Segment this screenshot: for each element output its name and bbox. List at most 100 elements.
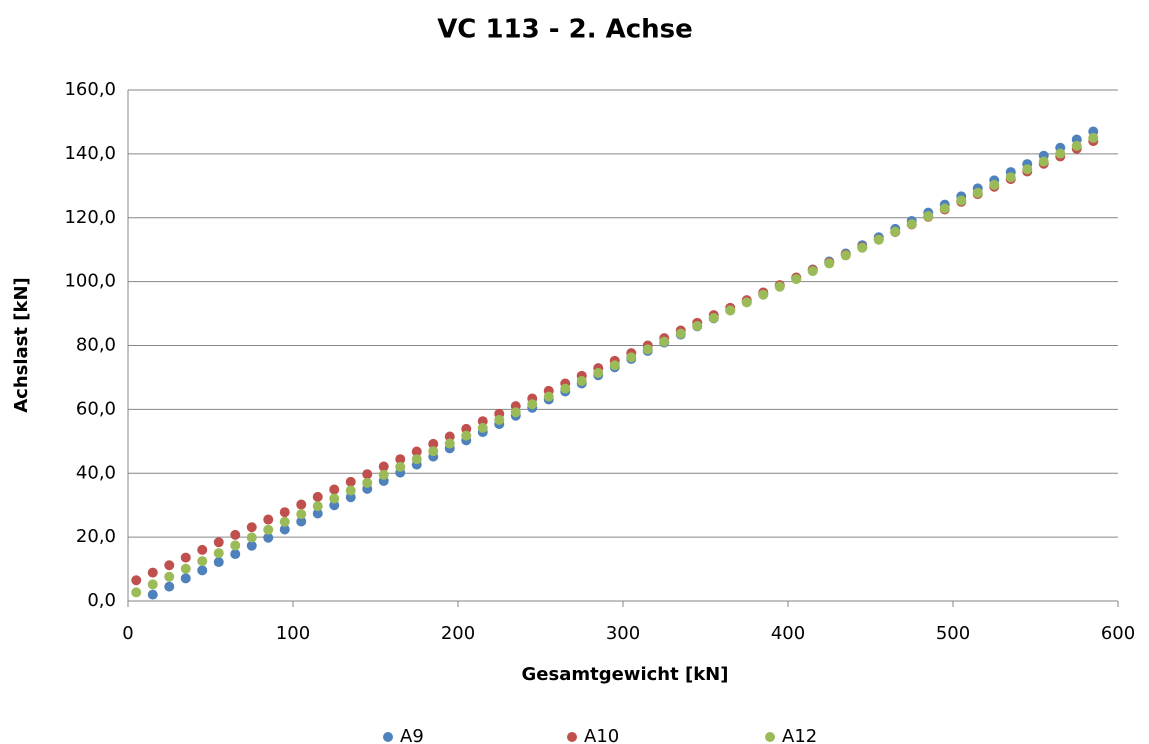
point — [807, 266, 818, 277]
point — [642, 344, 653, 355]
point — [180, 563, 191, 574]
point — [708, 313, 719, 324]
x-tick-label: 600 — [1101, 623, 1135, 644]
point — [527, 399, 538, 410]
point — [279, 507, 290, 518]
legend-label: A12 — [782, 726, 817, 744]
point — [461, 430, 472, 441]
point — [147, 589, 158, 600]
point — [576, 375, 587, 386]
point — [395, 454, 406, 465]
point — [296, 499, 307, 510]
point — [411, 454, 422, 465]
point — [329, 493, 340, 504]
point — [131, 587, 142, 598]
point — [329, 484, 340, 495]
point — [296, 516, 307, 527]
y-tick-label: 100,0 — [64, 271, 116, 292]
point — [131, 575, 142, 586]
point — [1038, 156, 1049, 167]
point — [692, 321, 703, 332]
point — [972, 187, 983, 198]
point — [164, 581, 175, 592]
point — [213, 557, 224, 568]
point — [1088, 132, 1099, 143]
point — [989, 179, 1000, 190]
point — [758, 289, 769, 300]
point — [197, 565, 208, 576]
point — [230, 529, 241, 540]
point — [593, 367, 604, 378]
x-tick-label: 300 — [606, 623, 640, 644]
point — [741, 297, 752, 308]
point — [246, 540, 257, 551]
point — [923, 211, 934, 222]
point — [279, 524, 290, 535]
point — [180, 573, 191, 584]
legend-marker — [765, 732, 775, 742]
point — [279, 516, 290, 527]
point — [263, 524, 274, 535]
point — [560, 383, 571, 394]
point — [824, 258, 835, 269]
x-tick-label: 500 — [936, 623, 970, 644]
point — [213, 537, 224, 548]
legend-marker — [383, 732, 393, 742]
point — [494, 414, 505, 425]
point — [147, 567, 158, 578]
point — [411, 446, 422, 457]
point — [939, 203, 950, 214]
y-tick-label: 140,0 — [64, 143, 116, 164]
point — [312, 501, 323, 512]
point — [296, 509, 307, 520]
point — [873, 234, 884, 245]
point — [1022, 164, 1033, 175]
point — [362, 477, 373, 488]
x-axis-label: Gesamtgewicht [kN] — [522, 664, 729, 685]
point — [510, 407, 521, 418]
point — [956, 195, 967, 206]
point — [428, 446, 439, 457]
point — [230, 540, 241, 551]
point — [857, 242, 868, 253]
point — [180, 552, 191, 563]
point — [395, 461, 406, 472]
legend-marker — [567, 732, 577, 742]
point — [659, 336, 670, 347]
point — [230, 549, 241, 560]
point — [840, 250, 851, 261]
point — [774, 281, 785, 292]
legend-label: A9 — [400, 726, 424, 744]
x-tick-label: 400 — [771, 623, 805, 644]
point — [444, 438, 455, 449]
y-tick-label: 60,0 — [76, 398, 116, 419]
x-tick-label: 0 — [122, 623, 133, 644]
point — [147, 579, 158, 590]
point — [378, 469, 389, 480]
legend-label: A10 — [584, 726, 619, 744]
point — [263, 514, 274, 525]
point — [246, 522, 257, 533]
point — [725, 305, 736, 316]
y-tick-label: 160,0 — [64, 79, 116, 100]
point — [477, 422, 488, 433]
point — [890, 226, 901, 237]
point — [312, 491, 323, 502]
point — [164, 571, 175, 582]
point — [1005, 172, 1016, 183]
point — [263, 532, 274, 543]
point — [362, 469, 373, 480]
point — [246, 532, 257, 543]
point — [345, 476, 356, 487]
point — [345, 485, 356, 496]
point — [543, 391, 554, 402]
point — [1055, 148, 1066, 159]
point — [197, 544, 208, 555]
point — [213, 548, 224, 559]
point — [609, 360, 620, 371]
x-tick-label: 100 — [276, 623, 310, 644]
point — [791, 274, 802, 285]
point — [164, 560, 175, 571]
x-tick-label: 200 — [441, 623, 475, 644]
